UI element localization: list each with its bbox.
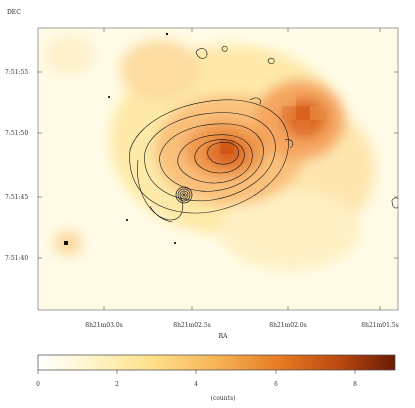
colorbar-tick-label: 8: [353, 381, 357, 388]
colorbar-tick-label: 2: [115, 381, 119, 388]
x-axis-title: RA: [219, 333, 229, 340]
colorbar-tick-label: 0: [36, 381, 40, 388]
x-tick-label: 8h21m02.0s: [269, 322, 306, 329]
x-tick-label: 8h21m01.5s: [361, 322, 398, 329]
y-tick-label: 7:51:55: [5, 69, 28, 76]
colorbar-tick-label: 6: [274, 381, 278, 388]
y-tick-label: 7:51:50: [5, 130, 28, 137]
colorbar: [37, 354, 396, 371]
x-tick-label: 8h21m03.0s: [85, 322, 122, 329]
x-tick-label: 8h21m02.5s: [173, 322, 210, 329]
colorbar-unit-label: (counts): [211, 395, 236, 402]
y-axis-title: DEC: [7, 9, 21, 16]
image-panel: [38, 28, 398, 310]
y-tick-label: 7:51:40: [5, 255, 28, 262]
colorbar-tick-label: 4: [194, 381, 198, 388]
y-tick-label: 7:51:45: [5, 194, 28, 201]
